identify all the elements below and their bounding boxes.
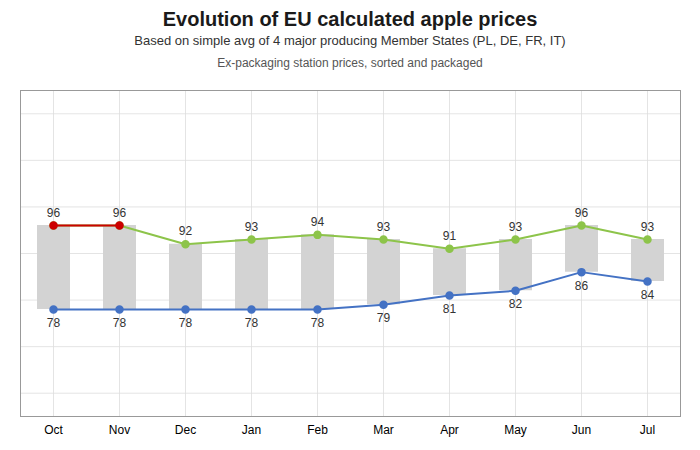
svg-text:Nov: Nov (109, 423, 130, 437)
svg-text:82: 82 (509, 297, 523, 311)
svg-text:93: 93 (641, 220, 655, 234)
svg-text:78: 78 (179, 316, 193, 330)
svg-text:96: 96 (47, 206, 61, 220)
svg-text:96: 96 (575, 206, 589, 220)
svg-text:Oct: Oct (44, 423, 63, 437)
svg-text:96: 96 (113, 206, 127, 220)
svg-text:May: May (504, 423, 527, 437)
svg-text:93: 93 (509, 220, 523, 234)
svg-text:86: 86 (575, 279, 589, 293)
svg-text:78: 78 (245, 316, 259, 330)
svg-text:Dec: Dec (175, 423, 196, 437)
svg-text:78: 78 (113, 316, 127, 330)
svg-text:79: 79 (377, 311, 391, 325)
svg-text:Jul: Jul (640, 423, 655, 437)
svg-text:Jan: Jan (242, 423, 261, 437)
svg-text:Apr: Apr (440, 423, 459, 437)
html-text:Ex-packaging station prices, s: Ex-packaging station prices, sorted and … (217, 56, 483, 70)
svg-text:93: 93 (245, 220, 259, 234)
svg-text:78: 78 (47, 316, 61, 330)
svg-text:94: 94 (311, 215, 325, 229)
html-text:Evolution of EU calculated app: Evolution of EU calculated apple prices (162, 8, 538, 30)
svg-text:93: 93 (377, 220, 391, 234)
svg-text:Jun: Jun (572, 423, 591, 437)
svg-text:Feb: Feb (307, 423, 328, 437)
html-text:Based on simple avg of 4 major: Based on simple avg of 4 major producing… (134, 33, 566, 48)
svg-text:Mar: Mar (373, 423, 394, 437)
svg-text:81: 81 (443, 302, 457, 316)
svg-text:92: 92 (179, 224, 193, 238)
svg-text:78: 78 (311, 316, 325, 330)
svg-text:84: 84 (641, 288, 655, 302)
svg-text:91: 91 (443, 229, 457, 243)
